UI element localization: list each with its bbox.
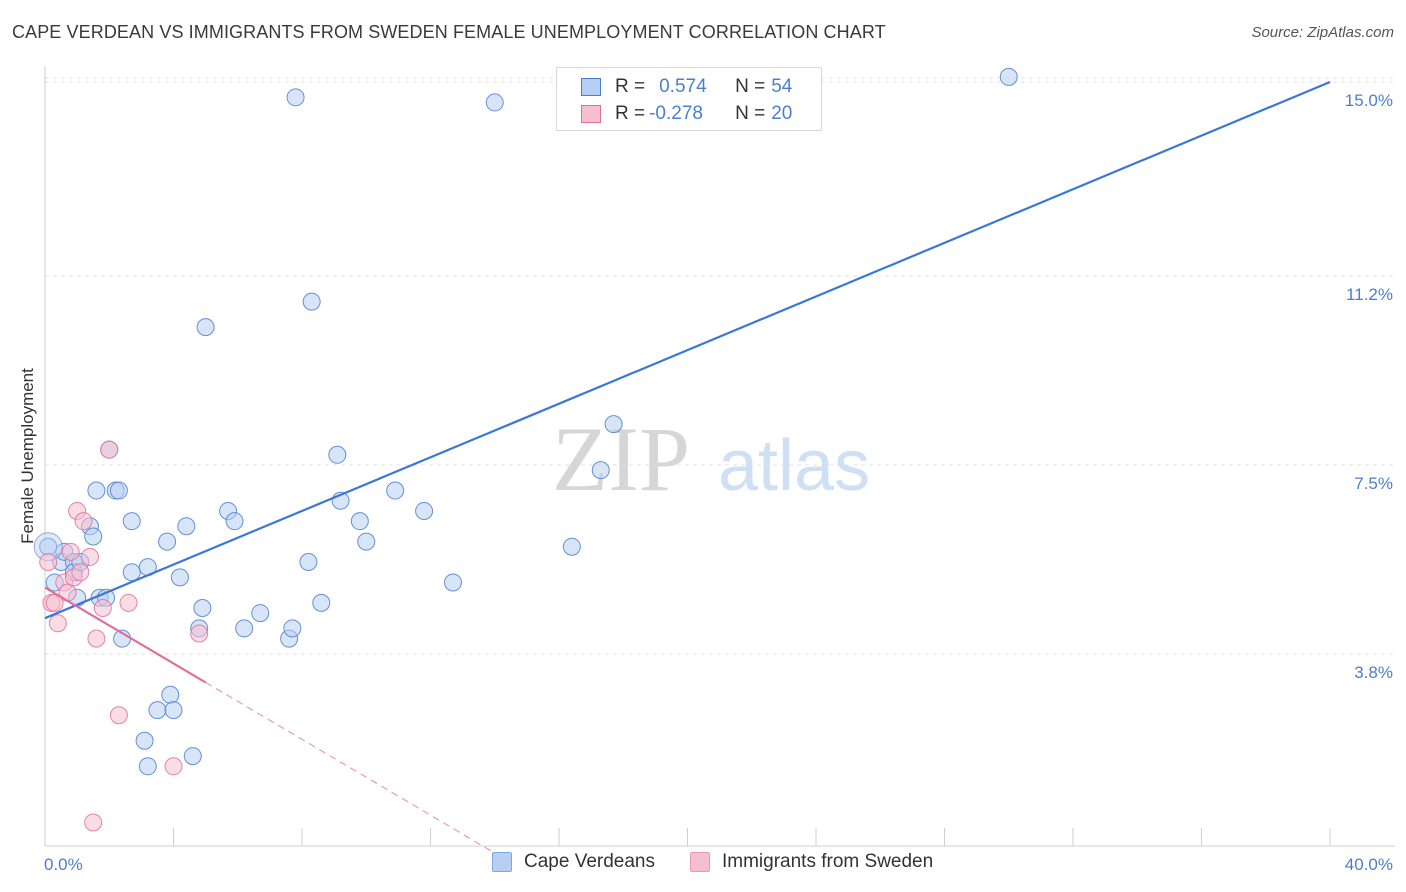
data-point-immigrant-from-sweden bbox=[109, 706, 128, 725]
data-point-cape-verdean bbox=[109, 481, 128, 500]
data-point-cape-verdean bbox=[485, 93, 504, 112]
x-tick-label: 40.0% bbox=[1345, 855, 1393, 874]
data-point-cape-verdean bbox=[299, 553, 318, 572]
legend-n-label: N = bbox=[735, 76, 766, 97]
data-point-immigrant-from-sweden bbox=[74, 512, 93, 531]
data-point-cape-verdean bbox=[161, 685, 180, 704]
data-point-cape-verdean bbox=[999, 67, 1018, 86]
correlation-legend: R = 0.574 N = 54 R = -0.278 N = 20 bbox=[556, 67, 822, 131]
data-point-immigrant-from-sweden bbox=[119, 593, 138, 612]
data-point-cape-verdean bbox=[158, 532, 177, 551]
legend-swatch-blue bbox=[581, 78, 601, 96]
data-point-cape-verdean bbox=[193, 598, 212, 617]
data-point-cape-verdean bbox=[138, 757, 157, 776]
y-axis-label: Female Unemployment bbox=[18, 368, 37, 544]
data-point-cape-verdean bbox=[135, 731, 154, 750]
data-point-cape-verdean bbox=[225, 512, 244, 531]
data-point-cape-verdean bbox=[251, 604, 270, 623]
series-legend: Cape Verdeans Immigrants from Sweden bbox=[0, 851, 1406, 877]
data-point-cape-verdean bbox=[170, 568, 189, 587]
data-point-immigrant-from-sweden bbox=[190, 624, 209, 643]
legend-r-value: 0.574 bbox=[659, 76, 707, 97]
legend-label: Cape Verdeans bbox=[524, 851, 655, 872]
legend-n-value: 54 bbox=[771, 76, 793, 97]
legend-n-label: N = bbox=[735, 103, 766, 124]
data-point-cape-verdean bbox=[148, 701, 167, 720]
data-point-immigrant-from-sweden bbox=[61, 542, 80, 561]
legend-item-immigrants-from-sweden[interactable]: Immigrants from Sweden bbox=[690, 851, 933, 873]
data-point-cape-verdean bbox=[183, 747, 202, 766]
data-point-cape-verdean bbox=[328, 445, 347, 464]
data-point-cape-verdean bbox=[164, 701, 183, 720]
data-point-cape-verdean bbox=[235, 619, 254, 638]
data-point-immigrant-from-sweden bbox=[87, 629, 106, 648]
data-point-cape-verdean bbox=[122, 563, 141, 582]
data-point-immigrant-from-sweden bbox=[80, 547, 99, 566]
legend-swatch-blue bbox=[492, 852, 512, 872]
legend-item-cape-verdeans[interactable]: Cape Verdeans bbox=[492, 851, 655, 873]
source-label: Source: ZipAtlas.com bbox=[1251, 24, 1394, 41]
data-point-immigrant-from-sweden bbox=[39, 553, 58, 572]
data-point-cape-verdean bbox=[604, 415, 623, 434]
tick-labels: 3.8% 7.5% 11.2% 15.0% 0.0% 40.0% bbox=[44, 91, 1393, 874]
data-point-cape-verdean bbox=[177, 517, 196, 536]
y-tick-label: 7.5% bbox=[1354, 474, 1393, 493]
data-point-cape-verdean bbox=[591, 461, 610, 480]
data-point-cape-verdean bbox=[386, 481, 405, 500]
data-point-cape-verdean bbox=[286, 88, 305, 107]
legend-row-immigrants-from-sweden: R = -0.278 N = 20 bbox=[581, 102, 792, 126]
data-point-immigrant-from-sweden bbox=[93, 598, 112, 617]
legend-r-value: -0.278 bbox=[649, 103, 703, 124]
trend-line-immigrants-from-sweden bbox=[44, 586, 207, 684]
data-point-cape-verdean bbox=[196, 318, 215, 337]
data-point-immigrant-from-sweden bbox=[71, 563, 90, 582]
x-tick-label: 0.0% bbox=[44, 855, 83, 874]
data-point-immigrant-from-sweden bbox=[100, 440, 119, 459]
watermark-atlas: atlas bbox=[718, 426, 870, 506]
data-point-cape-verdean bbox=[562, 537, 581, 556]
legend-swatch-pink bbox=[690, 852, 710, 872]
y-tick-label: 11.2% bbox=[1346, 285, 1393, 304]
data-point-immigrant-from-sweden bbox=[48, 614, 67, 633]
legend-r-label: R = bbox=[615, 76, 646, 97]
data-point-immigrant-from-sweden bbox=[84, 813, 103, 832]
data-point-cape-verdean bbox=[350, 512, 369, 531]
trend-line-extension-immigrants-from-sweden bbox=[205, 681, 496, 854]
legend-swatch-pink bbox=[581, 105, 601, 123]
series-cape-verdeans bbox=[33, 67, 1018, 776]
data-point-cape-verdean bbox=[84, 527, 103, 546]
data-point-immigrant-from-sweden bbox=[58, 583, 77, 602]
data-point-cape-verdean bbox=[415, 501, 434, 520]
watermark: ZIP atlas bbox=[552, 408, 870, 510]
data-point-cape-verdean bbox=[87, 481, 106, 500]
legend-n-value: 20 bbox=[771, 103, 793, 124]
trend-line-cape-verdeans bbox=[44, 80, 1331, 620]
data-point-cape-verdean bbox=[283, 619, 302, 638]
legend-r-label: R = bbox=[615, 103, 646, 124]
legend-label: Immigrants from Sweden bbox=[722, 851, 934, 872]
data-point-cape-verdean bbox=[122, 512, 141, 531]
data-point-cape-verdean bbox=[357, 532, 376, 551]
axes bbox=[44, 66, 1395, 847]
chart-title: CAPE VERDEAN VS IMMIGRANTS FROM SWEDEN F… bbox=[12, 22, 886, 42]
legend-row-cape-verdeans: R = 0.574 N = 54 bbox=[581, 75, 792, 99]
data-point-cape-verdean bbox=[443, 573, 462, 592]
trend-lines bbox=[44, 80, 1331, 854]
data-point-immigrant-from-sweden bbox=[164, 757, 183, 776]
series-immigrants-from-sweden bbox=[39, 440, 209, 832]
y-tick-label: 3.8% bbox=[1354, 663, 1393, 682]
data-point-cape-verdean bbox=[312, 593, 331, 612]
gridlines bbox=[45, 77, 1395, 655]
y-tick-label: 15.0% bbox=[1345, 91, 1393, 110]
data-point-cape-verdean bbox=[302, 292, 321, 311]
